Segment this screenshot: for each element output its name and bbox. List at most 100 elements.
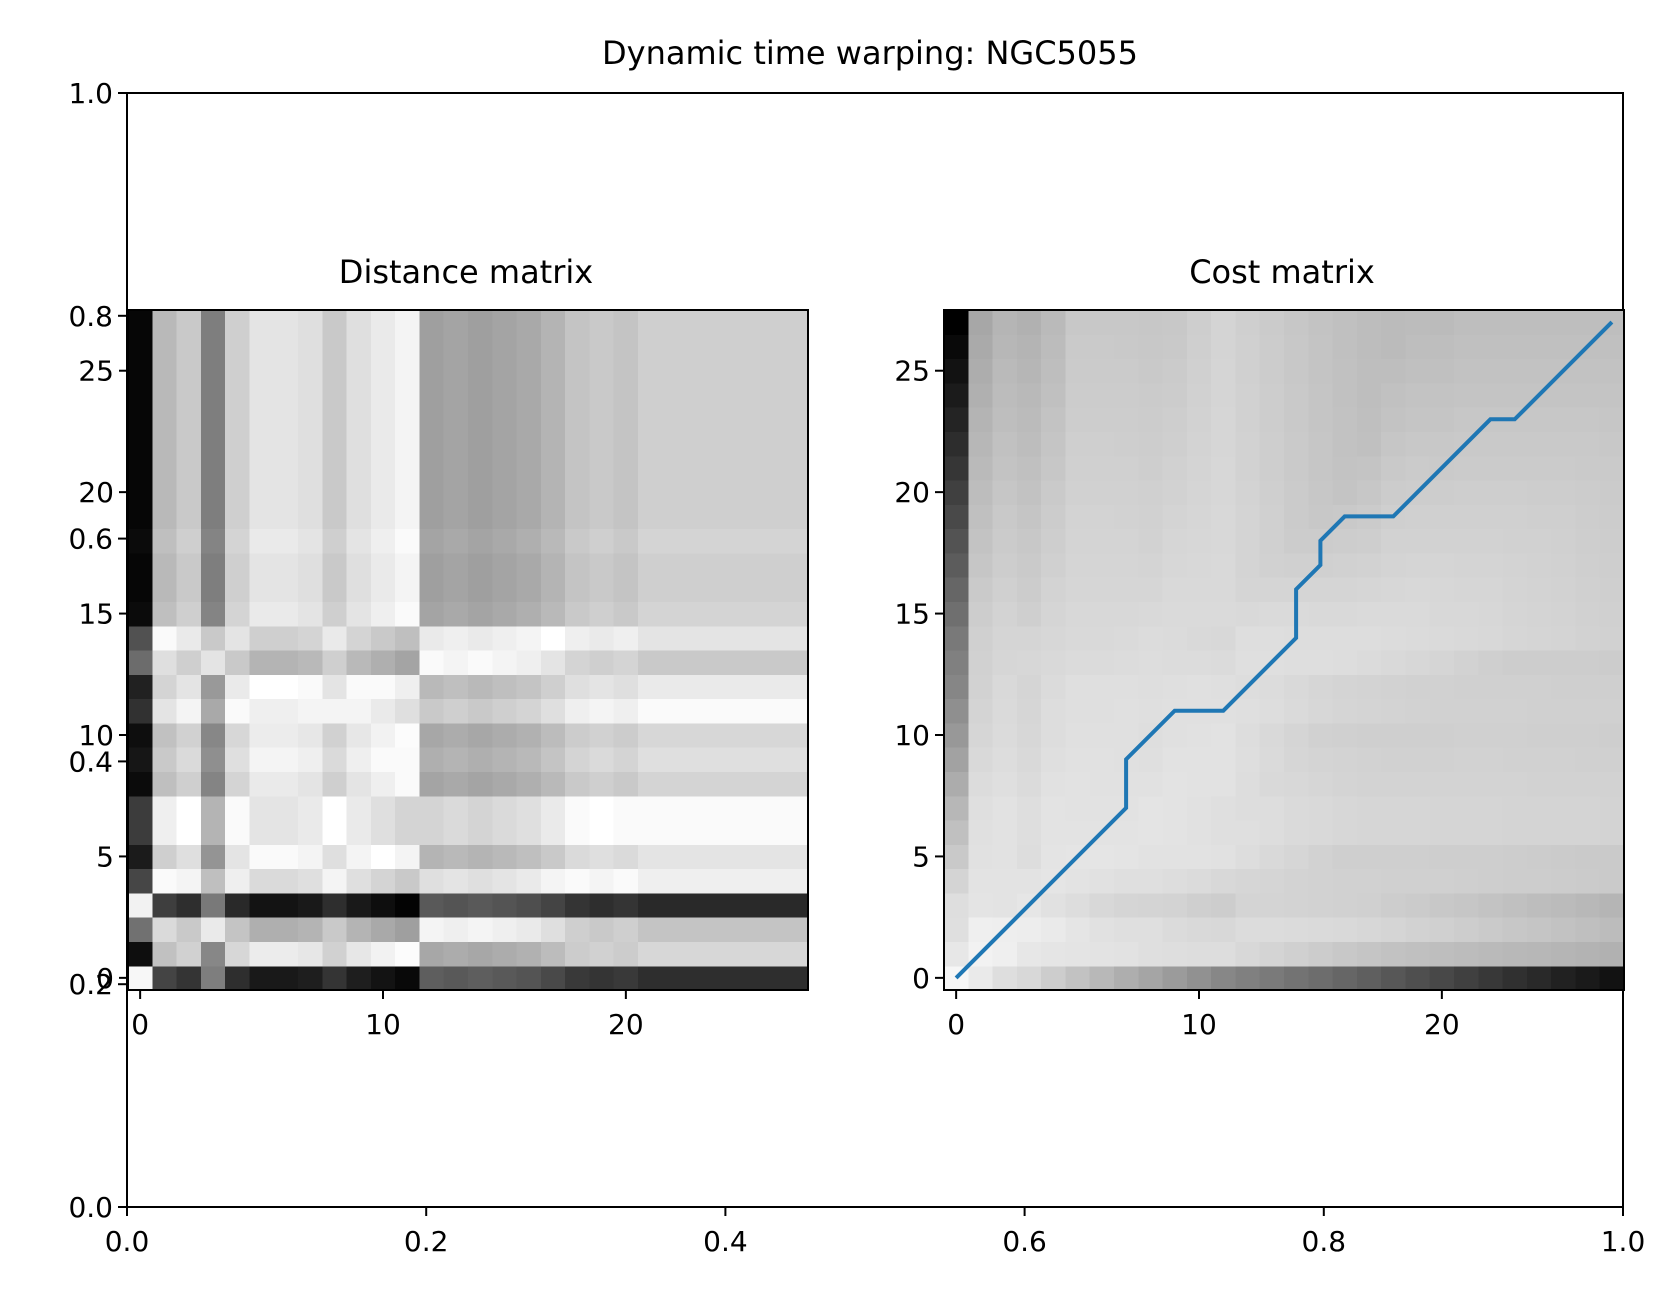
heatmap-cell [370, 455, 396, 481]
heatmap-cell [1089, 504, 1115, 530]
heatmap-cell [1089, 698, 1115, 724]
heatmap-cell [1381, 965, 1407, 991]
heatmap-cell [968, 650, 994, 675]
heatmap-cell [735, 650, 761, 675]
heatmap-cell [540, 941, 566, 967]
heatmap-cell [759, 577, 785, 603]
heatmap-cell [1308, 650, 1334, 675]
heatmap-cell [322, 407, 348, 433]
heatmap-cell [1065, 698, 1091, 724]
heatmap-cell [1235, 431, 1261, 457]
heatmap-cell [662, 965, 688, 991]
heatmap-cell [783, 917, 809, 943]
heatmap-cell [1454, 892, 1479, 918]
heatmap-cell [152, 480, 178, 505]
heatmap-cell [589, 577, 615, 603]
heatmap-cell [200, 334, 226, 360]
heatmap-cell [1454, 771, 1479, 797]
heatmap-cell [1259, 504, 1285, 530]
heatmap-cell [176, 431, 202, 457]
heatmap-cell [613, 552, 639, 578]
heatmap-cell [419, 504, 445, 530]
heatmap-cell [710, 577, 736, 603]
heatmap-cell [565, 844, 591, 870]
heatmap-cell [686, 650, 712, 675]
heatmap-cell [1551, 528, 1577, 554]
heatmap-cell [516, 455, 542, 481]
heatmap-cell [1089, 844, 1115, 870]
heatmap-cell [662, 528, 688, 554]
heatmap-cell [176, 528, 202, 554]
heatmap-cell [783, 844, 809, 870]
heatmap-cell [968, 334, 994, 360]
heatmap-cell [1089, 552, 1115, 578]
heatmap-cell [1065, 795, 1091, 821]
heatmap-cell [992, 504, 1018, 530]
heatmap-cell [443, 407, 469, 433]
heatmap-cell [419, 528, 445, 554]
heatmap-cell [944, 431, 969, 457]
heatmap-cell [419, 382, 445, 408]
heatmap-cell [370, 820, 396, 845]
heatmap-cell [152, 382, 178, 408]
heatmap-cell [1502, 455, 1528, 481]
heatmap-cell [589, 844, 615, 870]
heatmap-cell [322, 601, 348, 627]
heatmap-cell [1599, 552, 1625, 578]
heatmap-cell [516, 577, 542, 603]
heatmap-cell [783, 480, 809, 505]
heatmap-cell [419, 747, 445, 773]
heatmap-cell [152, 552, 178, 578]
heatmap-cell [1308, 674, 1334, 700]
heatmap-cell [1332, 698, 1358, 724]
heatmap-cell [1575, 868, 1601, 894]
heatmap-cell [783, 334, 809, 360]
heatmap-cell [1065, 528, 1091, 554]
heatmap-cell [1162, 650, 1188, 675]
heatmap-cell [468, 722, 493, 748]
heatmap-cell [1162, 892, 1188, 918]
cost-matrix-title: Cost matrix [1189, 253, 1375, 291]
heatmap-cell [1162, 601, 1188, 627]
heatmap-cell [419, 431, 445, 457]
heatmap-cell [249, 965, 275, 991]
heatmap-cell [322, 674, 348, 700]
heatmap-cell [395, 722, 421, 748]
heatmap-cell [1211, 674, 1237, 700]
heatmap-cell [1235, 407, 1261, 433]
heatmap-cell [419, 941, 445, 967]
heatmap-cell [1114, 455, 1139, 481]
heatmap-cell [443, 722, 469, 748]
heatmap-cell [710, 771, 736, 797]
heatmap-cell [1526, 820, 1552, 845]
heatmap-cell [565, 601, 591, 627]
heatmap-cell [1284, 698, 1309, 724]
heatmap-cell [298, 674, 323, 700]
heatmap-cell [176, 577, 202, 603]
heatmap-cell [540, 868, 566, 894]
heatmap-cell [992, 601, 1018, 627]
heatmap-cell [1065, 480, 1091, 505]
heatmap-cell [783, 625, 809, 651]
heatmap-cell [1502, 917, 1528, 943]
heatmap-cell [176, 892, 202, 918]
heatmap-cell [1454, 382, 1479, 408]
heatmap-cell [419, 577, 445, 603]
heatmap-cell [1526, 844, 1552, 870]
heatmap-cell [395, 577, 421, 603]
heatmap-cell [468, 844, 493, 870]
heatmap-cell [1016, 820, 1042, 845]
heatmap-cell [1041, 455, 1067, 481]
heatmap-cell [1162, 941, 1188, 967]
heatmap-cell [346, 407, 372, 433]
heatmap-cell [735, 601, 761, 627]
heatmap-cell [225, 917, 251, 943]
heatmap-cell [128, 334, 153, 360]
heatmap-cell [443, 577, 469, 603]
heatmap-cell [1551, 334, 1577, 360]
heatmap-cell [638, 722, 663, 748]
heatmap-cell [1332, 650, 1358, 675]
heatmap-cell [1016, 528, 1042, 554]
heatmap-cell [1502, 334, 1528, 360]
heatmap-cell [1162, 358, 1188, 384]
